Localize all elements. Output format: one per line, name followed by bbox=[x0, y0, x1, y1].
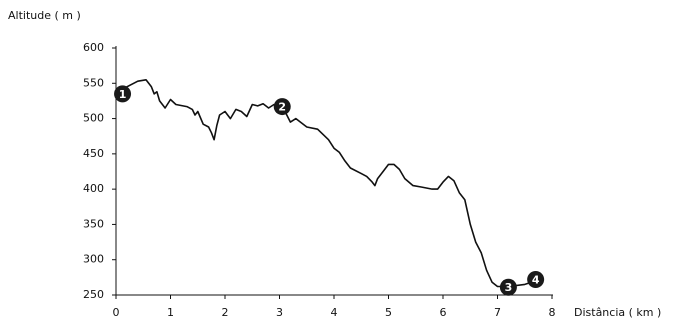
waypoint-marker bbox=[273, 98, 291, 116]
waypoint-label: 2 bbox=[278, 101, 286, 114]
y-tick-label: 500 bbox=[83, 112, 104, 125]
elevation-line bbox=[115, 79, 536, 288]
waypoint-marker bbox=[114, 85, 132, 103]
waypoint-marker bbox=[527, 270, 545, 288]
x-tick-label: 5 bbox=[385, 306, 392, 319]
y-axis-label: Altitude ( m ) bbox=[8, 9, 81, 22]
x-tick-label: 4 bbox=[331, 306, 338, 319]
y-tick-label: 550 bbox=[83, 76, 104, 89]
x-tick-label: 7 bbox=[494, 306, 501, 319]
y-tick-label: 300 bbox=[83, 253, 104, 266]
waypoint-marker bbox=[499, 278, 517, 296]
y-tick-label: 600 bbox=[83, 41, 104, 54]
y-tick-label: 250 bbox=[83, 288, 104, 301]
x-tick-label: 8 bbox=[549, 306, 556, 319]
y-tick-label: 350 bbox=[83, 217, 104, 230]
x-tick-label: 3 bbox=[276, 306, 283, 319]
waypoint-label: 4 bbox=[532, 273, 540, 286]
x-tick-label: 0 bbox=[113, 306, 120, 319]
x-tick-label: 6 bbox=[440, 306, 447, 319]
y-tick-label: 400 bbox=[83, 182, 104, 195]
y-tick-label: 450 bbox=[83, 147, 104, 160]
x-axis-label: Distância ( km ) bbox=[574, 306, 661, 319]
x-tick-label: 2 bbox=[222, 306, 229, 319]
waypoint-label: 1 bbox=[119, 88, 127, 101]
x-tick-label: 1 bbox=[167, 306, 174, 319]
waypoint-label: 3 bbox=[505, 281, 513, 294]
